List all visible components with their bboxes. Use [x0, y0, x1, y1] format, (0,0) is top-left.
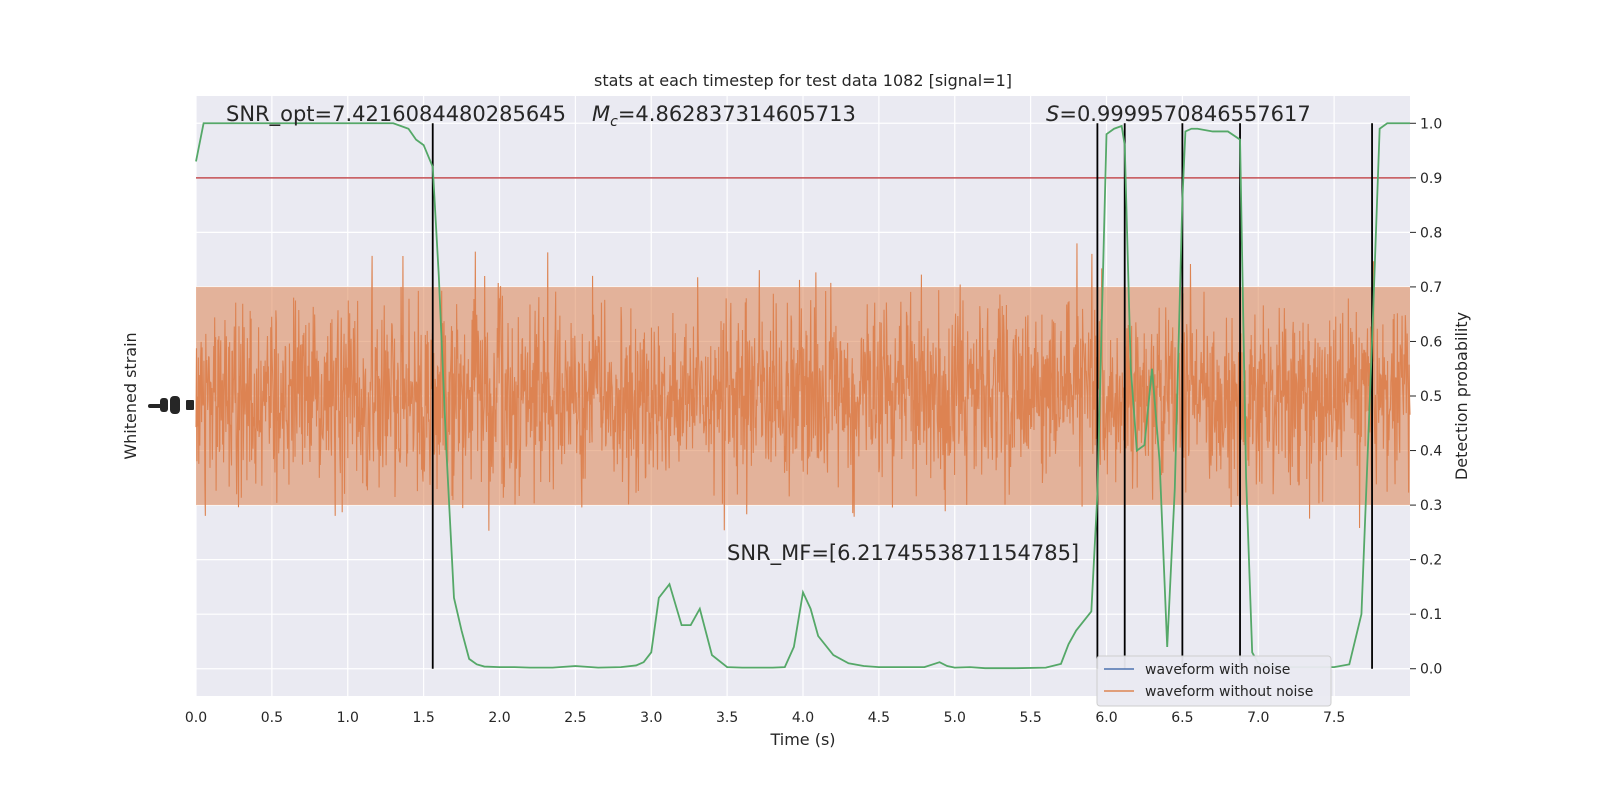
- y-tick-label: 0.3: [1420, 498, 1442, 514]
- y-tick-label: 0.4: [1420, 444, 1442, 460]
- y-right-axis-ticks: 0.0 0.1 0.2 0.3 0.4 0.5 0.6 0.7 0.8 0.9 1.0: [1410, 116, 1442, 678]
- y-axis-label-right: Detection probability: [1452, 312, 1471, 480]
- y-axis-label-left: Whitened strain: [121, 332, 140, 459]
- x-tick-label: 7.0: [1247, 710, 1269, 726]
- strain-dense-band: [196, 286, 1410, 506]
- legend-label-noise: waveform with noise: [1145, 662, 1290, 678]
- x-tick-label: 3.0: [640, 710, 662, 726]
- x-axis-ticks: 0.0 0.5 1.0 1.5 2.0 2.5 3.0 3.5 4.0 4.5 5.0 5.5 6.0 6…: [185, 710, 1345, 726]
- x-axis-label: Time (s): [769, 730, 835, 749]
- s-annotation: S=0.9999570846557617: [1046, 102, 1311, 126]
- x-tick-label: 3.5: [716, 710, 738, 726]
- x-tick-label: 7.5: [1323, 710, 1345, 726]
- probability-series: [195, 122, 1410, 670]
- left-axis-tick-clutter: [148, 396, 194, 414]
- x-tick-label: 2.0: [488, 710, 510, 726]
- x-tick-label: 4.5: [868, 710, 890, 726]
- trigger-lines: [431, 123, 1373, 669]
- x-tick-label: 2.5: [564, 710, 586, 726]
- x-tick-label: 0.0: [185, 710, 207, 726]
- x-tick-label: 1.0: [337, 710, 359, 726]
- y-tick-label: 0.7: [1420, 280, 1442, 296]
- chart-title: stats at each timestep for test data 108…: [594, 71, 1012, 90]
- legend-label-no-noise: waveform without noise: [1145, 684, 1313, 700]
- mc-annotation: Mc=4.862837314605713: [592, 102, 856, 130]
- x-tick-label: 6.5: [1171, 710, 1193, 726]
- y-tick-label: 0.2: [1420, 553, 1442, 569]
- y-tick-label: 0.6: [1420, 334, 1442, 350]
- y-tick-label: 1.0: [1420, 116, 1442, 132]
- strain-series: [195, 243, 1411, 531]
- x-tick-label: 5.5: [1019, 710, 1041, 726]
- x-tick-label: 0.5: [261, 710, 283, 726]
- snr-mf-annotation: SNR_MF=[6.2174553871154785]: [727, 541, 1079, 566]
- y-tick-label: 0.0: [1420, 662, 1442, 678]
- y-tick-label: 0.1: [1420, 607, 1442, 623]
- y-tick-label: 0.8: [1420, 225, 1442, 241]
- y-tick-label: 0.5: [1420, 389, 1442, 405]
- legend: waveform with noise waveform without noi…: [1096, 655, 1332, 707]
- probability-line: [195, 122, 1410, 670]
- x-tick-label: 6.0: [1095, 710, 1117, 726]
- x-tick-label: 1.5: [412, 710, 434, 726]
- y-tick-label: 0.9: [1420, 171, 1442, 187]
- x-tick-label: 5.0: [944, 710, 966, 726]
- snr-opt-annotation: SNR_opt=7.4216084480285645: [226, 102, 566, 127]
- x-tick-label: 4.0: [792, 710, 814, 726]
